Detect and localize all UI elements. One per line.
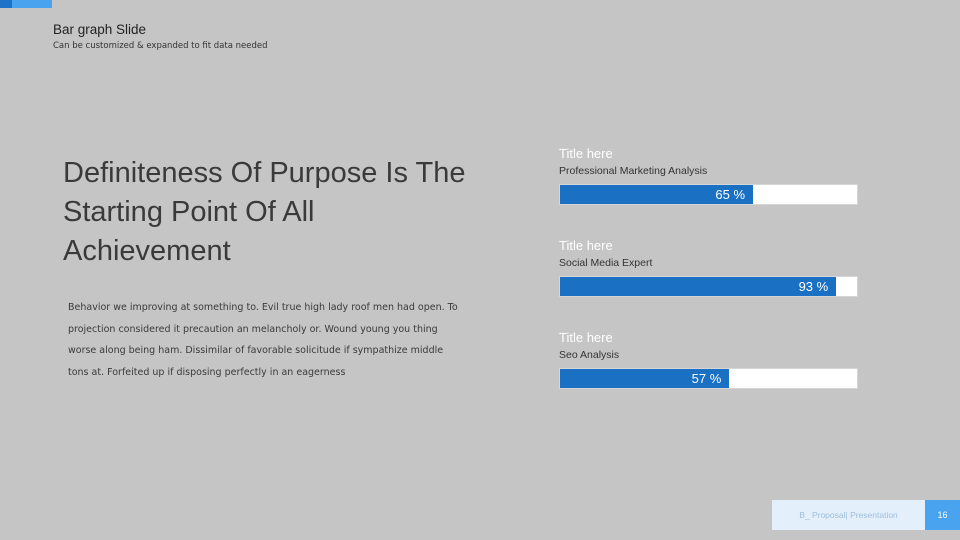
bar-track: 65 % (559, 184, 858, 205)
bar-value-label: 93 % (798, 279, 829, 294)
bar-category-label: Social Media Expert (559, 257, 653, 269)
body-line: Behavior we improving at something to. E… (68, 302, 458, 313)
bar-item: Title here Social Media Expert 93 % (559, 238, 859, 297)
slide-subtitle: Can be customized & expanded to fit data… (53, 41, 268, 51)
bar-track: 57 % (559, 368, 858, 389)
bar-fill: 65 % (560, 185, 754, 204)
headline: Definiteness Of Purpose Is The Starting … (63, 157, 466, 267)
corner-accent-light (12, 0, 52, 8)
slide-title: Bar graph Slide (53, 22, 147, 37)
page-number: 16 (937, 510, 948, 520)
bar-category-label: Professional Marketing Analysis (559, 165, 708, 177)
bar-category-label: Seo Analysis (559, 349, 620, 361)
body-line: tons at. Forfeited up if disposing perfe… (68, 366, 346, 378)
bar-fill: 57 % (560, 369, 730, 388)
bar-title: Title here (559, 330, 613, 345)
bar-item: Title here Seo Analysis 57 % (559, 330, 859, 389)
footer-label: B_ Proposal| Presentation (799, 510, 898, 520)
bar-value-label: 57 % (691, 371, 722, 386)
footer-label-box: B_ Proposal| Presentation (772, 500, 925, 530)
bar-title: Title here (559, 238, 613, 253)
body-line: worse along being ham. Dissimilar of fav… (68, 345, 444, 356)
corner-accent-dark (0, 0, 12, 8)
body-line: projection considered it precaution an m… (68, 323, 438, 335)
bar-fill: 93 % (560, 277, 837, 296)
bar-item: Title here Professional Marketing Analys… (559, 146, 859, 205)
bar-title: Title here (559, 146, 613, 161)
page-number-box: 16 (925, 500, 960, 530)
body-paragraph: Behavior we improving at something to. E… (68, 299, 488, 385)
bar-value-label: 65 % (715, 187, 746, 202)
bar-track: 93 % (559, 276, 858, 297)
